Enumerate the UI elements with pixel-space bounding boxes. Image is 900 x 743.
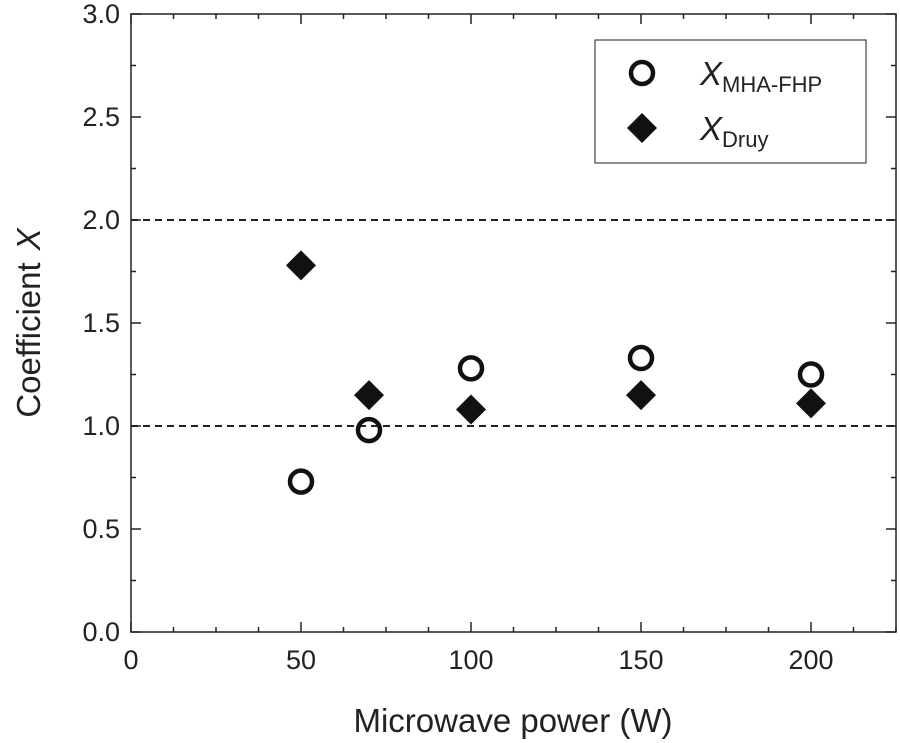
x-tick-label: 200: [788, 645, 833, 675]
point-druy: [626, 380, 656, 411]
x-tick-label: 150: [618, 645, 663, 675]
y-tick-label: 0.0: [82, 617, 120, 647]
point-druy: [456, 394, 486, 425]
point-mha-fhp: [287, 468, 315, 495]
y-axis-label-variable: X: [10, 226, 47, 251]
legend-label-mha-fhp-sub: MHA-FHP: [722, 72, 822, 97]
legend-label-druy-var: X: [699, 110, 724, 147]
point-mha-fhp: [457, 355, 485, 382]
y-tick-label: 0.5: [82, 514, 120, 544]
legend-label-druy: XDruy: [699, 110, 768, 152]
y-tick-label: 2.5: [82, 102, 120, 132]
legend-label-mha-fhp: XMHA-FHP: [699, 55, 822, 97]
y-tick-label: 2.0: [82, 205, 120, 235]
point-druy: [354, 380, 384, 411]
legend: XMHA-FHP XDruy: [594, 39, 867, 164]
point-druy: [796, 388, 826, 419]
legend-marker-druy: [627, 113, 657, 143]
x-tick-label: 50: [286, 645, 316, 675]
y-tick-labels: 0.0 0.5 1.0 1.5 2.0 2.5 3.0: [82, 0, 120, 647]
y-axis-label-text: Coefficient: [10, 262, 47, 417]
axis-ticks: [130, 13, 897, 633]
point-mha-fhp: [627, 344, 655, 372]
x-tick-label: 100: [448, 645, 493, 675]
point-mha-fhp: [797, 361, 825, 388]
y-tick-label: 1.5: [82, 308, 120, 338]
x-axis-label: Microwave power (W): [353, 702, 672, 739]
point-mha-fhp: [355, 416, 383, 444]
data-points: [286, 250, 826, 495]
y-axis-label: Coefficient X: [10, 226, 47, 417]
x-tick-label: 0: [123, 645, 138, 675]
legend-label-mha-fhp-var: X: [699, 55, 724, 92]
legend-marker-mha-fhp: [628, 59, 656, 87]
point-druy: [286, 250, 316, 281]
legend-label-druy-sub: Druy: [722, 127, 768, 152]
x-tick-labels: 0 50 100 150 200: [123, 645, 833, 675]
reference-lines: [131, 219, 896, 427]
y-tick-label: 3.0: [82, 0, 120, 29]
y-tick-label: 1.0: [82, 411, 120, 441]
